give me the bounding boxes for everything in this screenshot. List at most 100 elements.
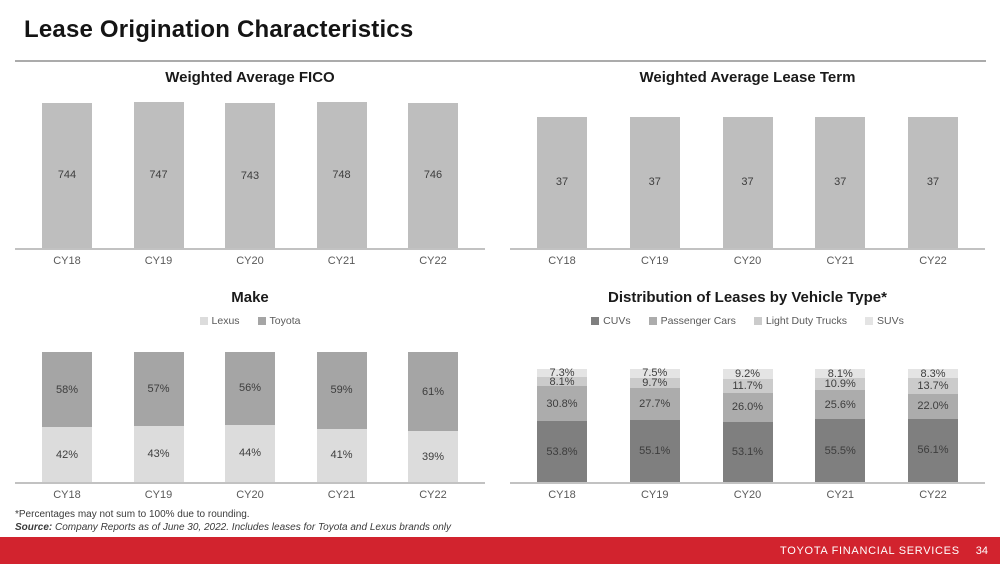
- bar-value-label: 37: [926, 176, 940, 189]
- chart-legend: Lexus Toyota: [15, 314, 485, 328]
- footer-brand: TOYOTA FINANCIAL SERVICES: [780, 544, 960, 557]
- segment-value-label: 13.7%: [917, 380, 949, 393]
- bar-rect: 37: [537, 116, 587, 248]
- segment-suvs: 9.2%: [722, 368, 773, 380]
- segment-value-label: 59%: [330, 384, 353, 397]
- bar-rect: 743: [225, 103, 275, 248]
- bar-cy21: 748: [316, 102, 367, 248]
- bar-rect: 37: [815, 116, 866, 248]
- legend-item-lexus: Lexus: [199, 315, 240, 327]
- legend-label: Toyota: [269, 315, 301, 327]
- segment-cuvs: 53.1%: [722, 422, 773, 482]
- segment-value-label: 56%: [238, 382, 262, 395]
- segment-value-label: 22.0%: [917, 400, 949, 413]
- legend-item-cuvs: CUVs: [591, 315, 631, 327]
- segment-value-label: 56.1%: [917, 444, 949, 457]
- segment-value-label: 55.1%: [639, 444, 671, 457]
- chart-make: Make Lexus Toyota 58% 42% 57% 43% 56% 44% 59% 41…: [15, 288, 485, 502]
- segment-value-label: 7.3%: [549, 367, 575, 380]
- segment-value-label: 42%: [55, 448, 79, 461]
- x-axis-label-cy18: CY18: [53, 255, 81, 267]
- segment-lexus: 43%: [133, 426, 184, 482]
- x-axis-label-cy21: CY21: [826, 489, 855, 501]
- chart-title: Weighted Average FICO: [165, 69, 335, 86]
- footer-page-number: 34: [975, 544, 988, 557]
- segment-passenger-cars: 22.0%: [908, 393, 958, 419]
- source-label: Source:: [15, 522, 53, 533]
- bar-cy18: 37: [537, 116, 587, 248]
- segment-light-duty-trucks: 9.7%: [629, 377, 680, 389]
- bar-cy22: 61% 39%: [408, 352, 458, 482]
- chart-x-axis-labels: CY18 CY19 CY20 CY21 CY22: [15, 489, 485, 501]
- bar-value-label: 37: [741, 176, 754, 189]
- segment-value-label: 39%: [421, 450, 445, 463]
- bar-cy22: 37: [908, 116, 958, 248]
- x-axis-label-cy18: CY18: [548, 255, 576, 267]
- footnotes: *Percentages may not sum to 100% due to …: [15, 508, 451, 534]
- bar-value-label: 748: [332, 169, 351, 182]
- legend-item-toyota: Toyota: [257, 315, 301, 327]
- segment-suvs: 8.3%: [908, 368, 958, 380]
- segment-light-duty-trucks: 11.7%: [722, 379, 773, 393]
- legend-swatch-lexus: [199, 317, 208, 325]
- segment-value-label: 10.9%: [824, 378, 856, 391]
- x-axis-label-cy20: CY20: [733, 489, 762, 501]
- bar-group: 37 37 37 37 37: [510, 92, 985, 248]
- legend-item-suvs: SUVs: [865, 315, 904, 327]
- chart-x-axis-labels: CY18 CY19 CY20 CY21 CY22: [510, 489, 985, 501]
- chart-plot: 744 747 743 748 746: [15, 92, 485, 250]
- legend-item-light-duty-trucks: Light Duty Trucks: [753, 315, 847, 327]
- legend-label: Lexus: [211, 315, 240, 327]
- legend-label: Passenger Cars: [660, 315, 736, 327]
- bar-rect: 746: [408, 102, 458, 248]
- chart-title: Make: [231, 289, 269, 306]
- bar-value-label: 746: [423, 169, 443, 182]
- bar-group: 7.3% 8.1% 30.8% 53.8% 7.5% 9.7% 27.7% 55.1% 9.2%…: [510, 332, 985, 482]
- title-divider: [15, 60, 986, 62]
- segment-value-label: 8.1%: [549, 375, 575, 388]
- bar-cy19: 747: [133, 102, 184, 248]
- x-axis-label-cy22: CY22: [919, 255, 947, 267]
- legend-label: CUVs: [603, 315, 631, 327]
- segment-cuvs: 55.1%: [629, 419, 680, 482]
- bar-rect: 747: [133, 102, 184, 248]
- footer-bar: TOYOTA FINANCIAL SERVICES 34: [0, 537, 1000, 564]
- chart-title: Distribution of Leases by Vehicle Type*: [608, 289, 887, 306]
- chart-title: Weighted Average Lease Term: [639, 69, 856, 86]
- chart-plot: 37 37 37 37 37: [510, 92, 985, 250]
- x-axis-label-cy21: CY21: [327, 489, 356, 501]
- segment-lexus: 39%: [408, 431, 458, 482]
- bar-rect: 37: [629, 116, 680, 248]
- legend-label: SUVs: [877, 315, 904, 327]
- bar-cy20: 37: [722, 116, 773, 248]
- segment-value-label: 55.5%: [824, 444, 856, 457]
- x-axis-label-cy20: CY20: [236, 255, 264, 267]
- segment-value-label: 25.6%: [824, 398, 856, 411]
- segment-value-label: 8.1%: [827, 367, 853, 380]
- segment-value-label: 11.7%: [732, 380, 763, 393]
- chart-legend: CUVs Passenger Cars Light Duty Trucks SUVs: [510, 314, 985, 328]
- x-axis-label-cy19: CY19: [640, 255, 669, 267]
- segment-suvs: 8.1%: [815, 367, 866, 380]
- x-axis-label-cy22: CY22: [919, 489, 947, 501]
- bar-cy20: 9.2% 11.7% 26.0% 53.1%: [722, 368, 773, 482]
- segment-suvs: 7.3%: [537, 367, 587, 380]
- segment-value-label: 61%: [421, 385, 445, 398]
- segment-passenger-cars: 26.0%: [722, 392, 773, 422]
- bar-cy19: 37: [629, 116, 680, 248]
- segment-value-label: 43%: [147, 448, 170, 461]
- bar-cy19: 57% 43%: [133, 352, 184, 482]
- x-axis-label-cy21: CY21: [327, 255, 356, 267]
- segment-toyota: 59%: [316, 352, 367, 429]
- segment-value-label: 53.1%: [731, 446, 764, 458]
- segment-cuvs: 53.8%: [537, 421, 587, 482]
- segment-value-label: 27.7%: [639, 398, 671, 411]
- bar-cy21: 37: [815, 116, 866, 248]
- chart-plot: 58% 42% 57% 43% 56% 44% 59% 41% 61% 39%: [15, 332, 485, 484]
- page-title: Lease Origination Characteristics: [24, 16, 414, 43]
- bar-value-label: 743: [240, 169, 260, 182]
- bar-cy18: 744: [42, 102, 92, 248]
- chart-x-axis-labels: CY18 CY19 CY20 CY21 CY22: [15, 255, 485, 267]
- chart-distribution-by-vehicle-type: Distribution of Leases by Vehicle Type* …: [510, 288, 985, 502]
